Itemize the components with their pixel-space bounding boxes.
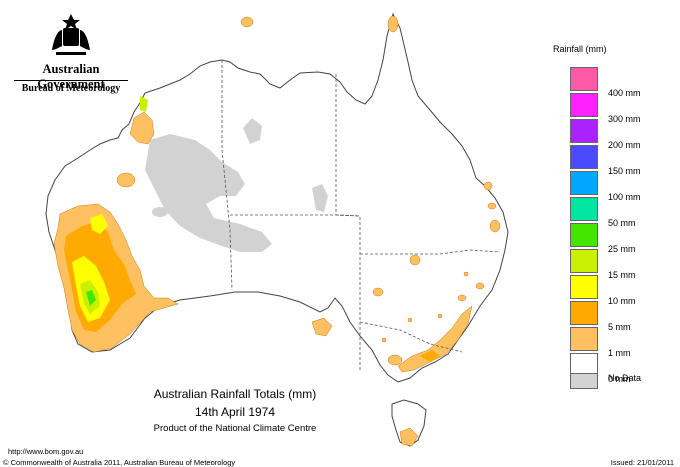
legend-label: No Data: [608, 373, 642, 383]
rain-area-25mm: [86, 290, 96, 306]
bom-url-link[interactable]: http://www.bom.gov.au: [8, 447, 84, 456]
legend-swatch: [570, 171, 598, 195]
legend-swatch: [570, 145, 598, 169]
legend-label: 150 mm: [608, 166, 641, 176]
legend-title: Rainfall (mm): [553, 44, 607, 54]
rain-area-qld: [483, 181, 493, 191]
legend-label: 1 mm: [608, 348, 631, 358]
logo-divider: [14, 80, 128, 81]
state-border-nsw-vic: [359, 321, 463, 353]
rain-area-sa: [372, 287, 384, 297]
state-border-wa: [221, 60, 233, 291]
legend-label: 200 mm: [608, 140, 641, 150]
rain-area-sa: [387, 354, 403, 366]
legend-swatch: [570, 249, 598, 273]
legend-label: 50 mm: [608, 218, 636, 228]
rain-area-nt: [240, 16, 254, 28]
legend-swatch: [570, 93, 598, 117]
rain-area-pilbara: [116, 172, 136, 188]
legend-label: 400 mm: [608, 88, 641, 98]
rain-area-cape-york: [387, 15, 399, 33]
state-border-qld-nsw: [360, 249, 501, 255]
rain-area-10mm: [90, 214, 108, 234]
legend-swatch-no-data: [570, 373, 598, 389]
legend-label: 15 mm: [608, 270, 636, 280]
legend-swatch: [570, 327, 598, 351]
rain-area-qld: [489, 219, 501, 233]
no-data-region: [312, 184, 328, 212]
rain-dot: [437, 313, 443, 319]
legend-swatch: [570, 119, 598, 143]
legend-swatch: [570, 67, 598, 91]
rain-area-qld: [487, 202, 497, 210]
state-border-sa-qld: [335, 214, 361, 370]
copyright-text: © Commonwealth of Australia 2011, Austra…: [3, 458, 236, 467]
legend-swatch: [570, 223, 598, 247]
no-data-region: [152, 207, 168, 217]
rain-dot: [463, 271, 469, 277]
rain-area-nsw: [409, 254, 421, 266]
rain-area-sa: [311, 317, 333, 337]
rain-area-nw-wa: [140, 96, 148, 112]
bom-logo: Australian Government Bureau of Meteorol…: [10, 10, 132, 96]
legend-label: 25 mm: [608, 244, 636, 254]
legend-swatch: [570, 301, 598, 325]
legend-label: 0 mm: [608, 374, 631, 384]
legend-label: 300 mm: [608, 114, 641, 124]
no-data-region: [243, 118, 262, 144]
coat-of-arms-icon: [52, 14, 90, 55]
rain-area-nsw: [457, 294, 467, 302]
legend-label: 10 mm: [608, 296, 636, 306]
issued-date: Issued: 21/01/2011: [610, 458, 674, 467]
map-credit: Product of the National Climate Centre: [153, 423, 317, 434]
rain-area-nsw: [475, 282, 485, 290]
rain-area-nw-wa: [129, 111, 155, 145]
map-date: 14th April 1974: [194, 405, 276, 419]
rain-area-se-coast: [397, 305, 473, 373]
rain-area-tasmania: [399, 427, 419, 447]
map-title: Australian Rainfall Totals (mm): [153, 387, 317, 401]
rain-dot: [381, 337, 387, 343]
legend-label: 5 mm: [608, 322, 631, 332]
legend-label: 100 mm: [608, 192, 641, 202]
legend-swatch: [570, 275, 598, 299]
rain-dot: [407, 317, 413, 323]
no-data-region: [145, 134, 272, 252]
bureau-name: Bureau of Meteorology: [21, 83, 121, 94]
legend-swatch: [570, 197, 598, 221]
rain-area-se-coast: [420, 350, 440, 362]
